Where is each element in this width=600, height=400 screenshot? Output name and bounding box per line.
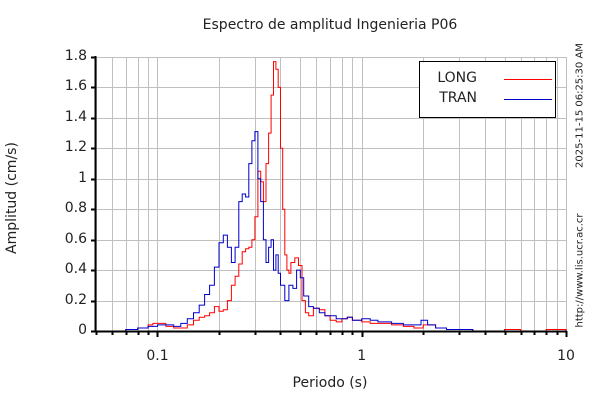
timestamp-text: 2025-11-15 06:25:30 AM xyxy=(574,43,586,168)
series-line-tran xyxy=(112,131,566,332)
chart-title: Espectro de amplitud Ingenieria P06 xyxy=(202,17,458,33)
x-tick-label: 0.1 xyxy=(146,348,169,364)
legend-label-tran: TRAN xyxy=(439,90,477,106)
grid-lines xyxy=(96,57,567,331)
legend-item-tran: TRAN xyxy=(420,90,555,108)
y-tick-label: 1 xyxy=(78,169,87,186)
y-tick-label: 1.6 xyxy=(64,78,87,95)
y-axis-label: Amplitud (cm/s) xyxy=(4,142,20,254)
axes xyxy=(91,56,568,337)
legend-label-long: LONG xyxy=(437,70,477,86)
y-tick-label: 0.8 xyxy=(64,200,87,217)
source-url-text: http://www.lis.ucr.ac.cr xyxy=(574,213,586,328)
data-series xyxy=(112,61,567,332)
x-axis-label: Periodo (s) xyxy=(292,375,368,391)
y-tick-label: 0.2 xyxy=(64,291,87,308)
series-line-long xyxy=(112,61,567,332)
legend-swatch-tran xyxy=(504,99,552,100)
y-tick-label: 0 xyxy=(78,322,87,338)
legend: LONG TRAN xyxy=(419,61,556,118)
y-tick-label: 1.4 xyxy=(64,108,87,125)
x-tick-label: 1 xyxy=(357,348,367,364)
y-tick-label: 0.4 xyxy=(64,261,87,278)
x-tick-label: 10 xyxy=(557,348,575,364)
y-tick-label: 1.8 xyxy=(64,48,87,64)
y-tick-label: 0.6 xyxy=(64,230,87,247)
legend-item-long: LONG xyxy=(420,70,555,88)
y-tick-label: 1.2 xyxy=(64,139,87,156)
legend-swatch-long xyxy=(504,79,552,80)
